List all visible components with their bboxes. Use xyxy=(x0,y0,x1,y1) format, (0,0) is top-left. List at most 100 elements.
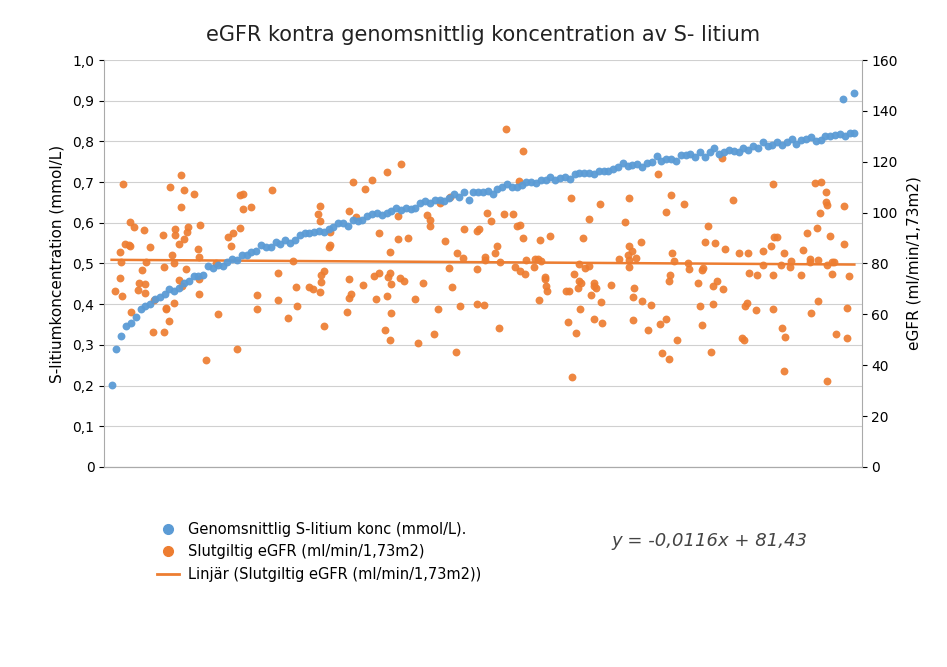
Point xyxy=(750,143,765,153)
Point xyxy=(383,308,398,319)
Point xyxy=(466,187,481,197)
Point xyxy=(799,228,814,239)
Point xyxy=(108,285,123,296)
Point xyxy=(177,233,192,244)
Point xyxy=(477,255,492,265)
Point xyxy=(118,321,134,331)
Y-axis label: S-litiumkoncentration (mmol/L): S-litiumkoncentration (mmol/L) xyxy=(49,144,64,383)
Point xyxy=(112,247,127,257)
Point xyxy=(532,235,547,245)
Point xyxy=(766,179,781,189)
Point xyxy=(322,241,337,252)
Point xyxy=(819,259,834,270)
Point xyxy=(808,135,823,146)
Point xyxy=(104,379,119,390)
Point xyxy=(765,139,780,150)
Point xyxy=(625,292,640,303)
Point xyxy=(355,280,370,291)
Point xyxy=(146,326,161,337)
Point xyxy=(587,281,602,291)
Point xyxy=(233,223,248,233)
Point xyxy=(766,231,781,242)
Point xyxy=(835,93,850,104)
Point xyxy=(755,137,770,148)
Point xyxy=(215,261,230,271)
Point xyxy=(670,335,685,346)
Point xyxy=(640,324,655,335)
Point xyxy=(162,284,177,295)
Point xyxy=(136,225,152,235)
Point xyxy=(471,187,486,198)
Point xyxy=(201,261,216,271)
Point xyxy=(695,319,710,330)
Point xyxy=(365,209,380,219)
Point xyxy=(527,254,543,265)
Point xyxy=(567,169,582,179)
Point xyxy=(316,227,331,237)
Point xyxy=(438,236,453,247)
Point xyxy=(581,214,597,225)
Point xyxy=(138,257,153,267)
Text: y = -0,0116x + 81,43: y = -0,0116x + 81,43 xyxy=(612,532,808,550)
Point xyxy=(798,134,813,145)
Point xyxy=(368,293,384,304)
Point xyxy=(131,285,146,295)
Point xyxy=(390,211,405,221)
Point xyxy=(822,231,837,242)
Point xyxy=(664,154,679,165)
Point xyxy=(847,87,862,98)
Point xyxy=(422,215,438,225)
Point xyxy=(490,184,505,195)
Point xyxy=(179,227,194,237)
Point xyxy=(576,233,591,243)
Point xyxy=(810,296,825,307)
Point xyxy=(810,223,825,233)
Point xyxy=(725,195,741,205)
Point xyxy=(171,275,187,285)
Point xyxy=(162,182,177,193)
Point xyxy=(818,187,833,197)
Point xyxy=(571,275,586,286)
Point xyxy=(653,155,669,166)
Point xyxy=(369,207,384,218)
Point xyxy=(113,257,128,267)
Point xyxy=(452,300,467,311)
Point xyxy=(509,221,525,231)
Point xyxy=(741,247,756,258)
Point xyxy=(715,283,730,294)
Point xyxy=(782,261,797,272)
Point xyxy=(302,227,317,238)
Point xyxy=(707,238,723,249)
Point xyxy=(621,254,636,265)
Point xyxy=(157,261,172,272)
Point xyxy=(312,216,327,227)
Point xyxy=(683,149,698,160)
Point xyxy=(408,203,423,213)
Point xyxy=(430,303,445,314)
Point xyxy=(506,209,521,219)
Point xyxy=(307,227,322,237)
Point xyxy=(388,203,403,213)
Point xyxy=(167,285,182,296)
Point xyxy=(132,277,147,288)
Point xyxy=(527,262,542,273)
Point xyxy=(745,141,760,151)
Point xyxy=(171,239,187,249)
Point xyxy=(437,195,452,206)
Point xyxy=(516,233,531,243)
Point xyxy=(403,204,419,215)
Point xyxy=(137,301,152,311)
Point xyxy=(695,263,710,273)
Point xyxy=(399,203,414,214)
Point xyxy=(230,344,245,354)
Point xyxy=(441,193,456,203)
Point xyxy=(168,230,183,241)
Point xyxy=(581,167,597,178)
Point xyxy=(621,241,636,251)
Point xyxy=(288,281,303,292)
Point xyxy=(326,221,341,232)
Point xyxy=(331,217,346,228)
Point xyxy=(559,285,574,296)
Point xyxy=(109,344,124,354)
Point xyxy=(383,267,398,278)
